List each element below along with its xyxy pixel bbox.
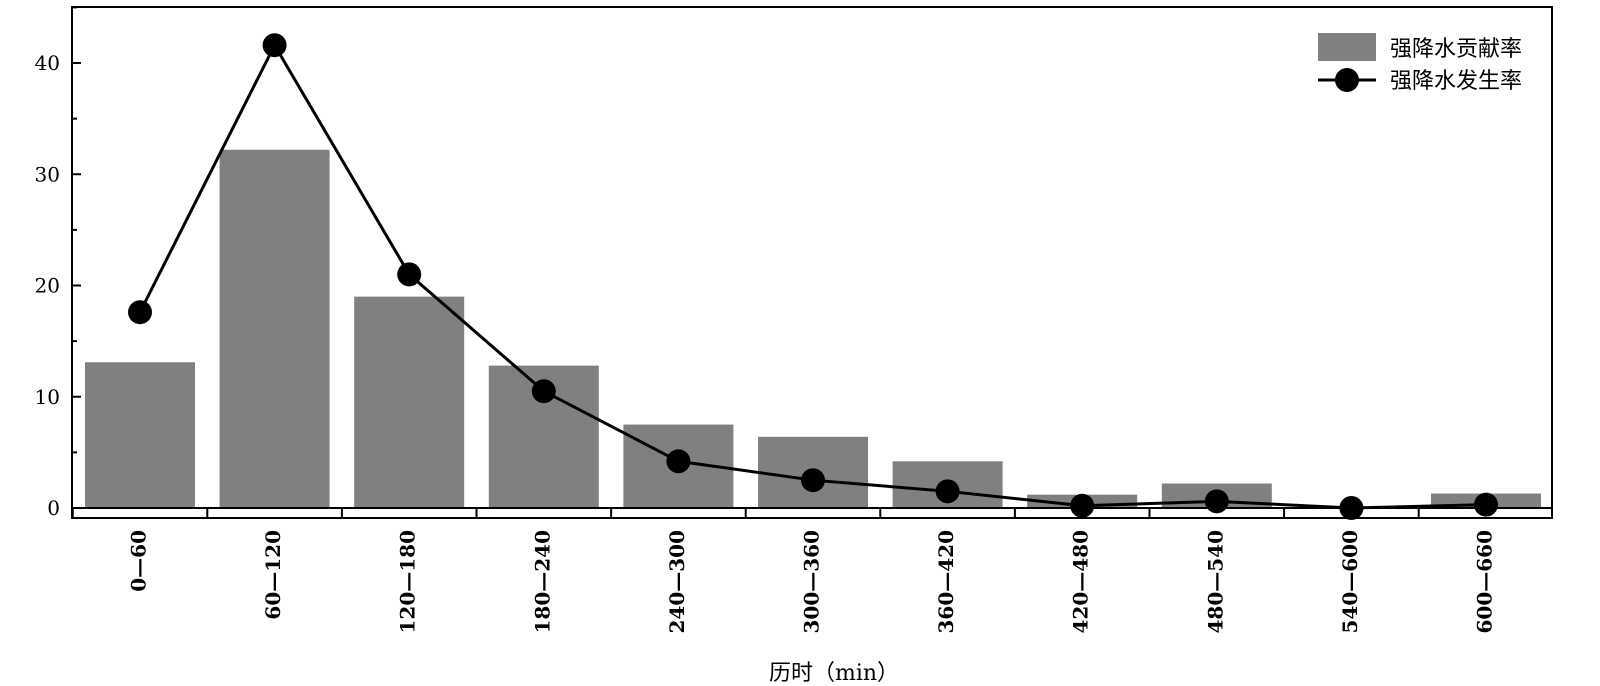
y-tick-label: 40 <box>35 51 60 75</box>
legend-bar-label: 强降水贡献率 <box>1390 37 1522 62</box>
y-tick-label: 10 <box>35 385 60 409</box>
line-point <box>262 33 287 58</box>
x-tick-label: 420—480 <box>1069 530 1093 634</box>
line-point <box>1204 489 1229 514</box>
legend-line-label: 强降水发生率 <box>1390 69 1522 94</box>
x-tick-label: 480—540 <box>1203 530 1227 634</box>
legend-line-marker <box>1335 68 1359 92</box>
x-tick-label: 0—60 <box>127 530 151 592</box>
line-point <box>801 468 825 493</box>
line-point <box>1070 493 1095 518</box>
bar <box>354 296 465 508</box>
x-tick-label: 300—360 <box>800 530 824 634</box>
legend: 强降水贡献率 强降水发生率 <box>1318 33 1522 94</box>
x-tick-label: 240—300 <box>665 530 689 634</box>
line-series <box>128 33 1498 520</box>
x-axis-title: 历时（min） <box>769 661 899 686</box>
x-tick-label: 60—120 <box>261 530 285 620</box>
y-tick-label: 20 <box>35 274 60 298</box>
line-point <box>128 300 152 325</box>
x-tick-label: 360—420 <box>934 530 958 634</box>
bar-series <box>85 149 1541 508</box>
x-tick-label: 180—240 <box>530 530 554 634</box>
line-point <box>666 449 691 474</box>
x-tick-label: 600—660 <box>1473 530 1497 634</box>
line-point <box>531 379 556 404</box>
line-point <box>1474 492 1498 517</box>
x-tick-label: 120—180 <box>396 530 420 634</box>
legend-bar-swatch <box>1318 33 1376 61</box>
y-tick-label: 30 <box>35 162 60 186</box>
line-point <box>935 479 960 504</box>
y-axis: 0 10 20 30 40 <box>35 6 81 520</box>
bar <box>85 362 195 508</box>
x-tick-label: 540—600 <box>1338 530 1362 634</box>
y-tick-label: 0 <box>47 496 60 520</box>
bar <box>219 149 330 508</box>
plot-frame <box>71 6 1553 519</box>
line-point <box>397 262 422 287</box>
x-axis: 0—60 60—120 120—180 180—240 240—300 300—360 36… <box>71 507 1552 634</box>
